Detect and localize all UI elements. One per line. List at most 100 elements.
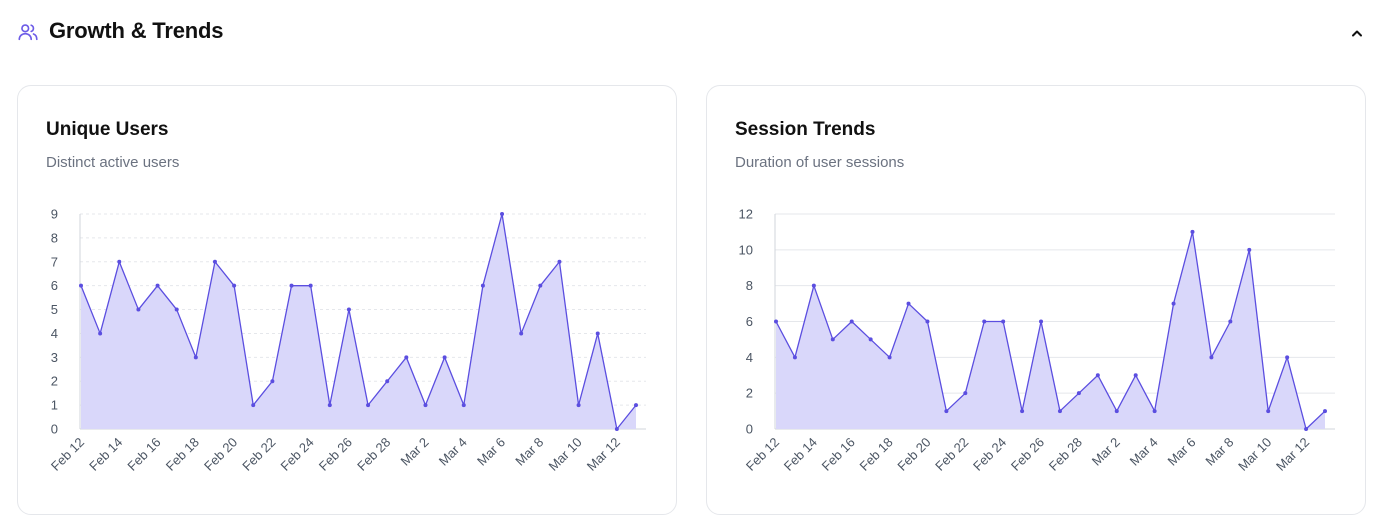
data-point[interactable] xyxy=(385,379,390,384)
card-title: Unique Users xyxy=(46,119,169,140)
data-point[interactable] xyxy=(1095,373,1100,378)
unique-users-chart: 0 1 2 3 4 5 6 7 8 9 Feb 12 Feb 14 Feb 16 Feb 18 Feb 20… xyxy=(48,207,646,474)
x-tick-label: Feb 18 xyxy=(163,435,202,474)
data-point[interactable] xyxy=(289,283,294,288)
data-point[interactable] xyxy=(1152,409,1157,414)
data-point[interactable] xyxy=(1228,319,1233,324)
data-point[interactable] xyxy=(1304,427,1309,431)
data-point[interactable] xyxy=(98,331,103,336)
data-point[interactable] xyxy=(480,283,485,288)
series-line xyxy=(775,231,1326,430)
data-point[interactable] xyxy=(1171,301,1176,306)
data-point[interactable] xyxy=(595,331,600,336)
data-point[interactable] xyxy=(906,301,911,306)
y-tick-label: 4 xyxy=(51,326,58,341)
data-point[interactable] xyxy=(327,403,332,408)
x-tick-label: Mar 8 xyxy=(1202,435,1236,469)
data-point[interactable] xyxy=(792,355,797,360)
y-tick-label: 2 xyxy=(51,374,58,389)
data-point[interactable] xyxy=(557,259,562,264)
unique-users-card: Unique Users Distinct active users 0 1 2 3 4… xyxy=(17,85,677,515)
data-point[interactable] xyxy=(346,307,351,312)
x-tick-label: Mar 4 xyxy=(1127,435,1161,469)
data-point[interactable] xyxy=(944,409,949,414)
data-point[interactable] xyxy=(1076,391,1081,396)
x-tick-label: Feb 12 xyxy=(743,435,782,474)
data-point[interactable] xyxy=(538,283,543,288)
session-trends-card: Session Trends Duration of user sessions… xyxy=(706,85,1366,515)
data-point[interactable] xyxy=(1190,229,1195,234)
data-point[interactable] xyxy=(251,403,256,408)
data-point[interactable] xyxy=(830,337,835,342)
card-subtitle: Duration of user sessions xyxy=(735,154,905,171)
x-tick-label: Mar 2 xyxy=(397,435,431,469)
data-point[interactable] xyxy=(868,337,873,342)
data-point[interactable] xyxy=(963,391,968,396)
data-point[interactable] xyxy=(212,259,217,264)
data-point[interactable] xyxy=(136,307,141,312)
data-point[interactable] xyxy=(270,379,275,384)
x-tick-label: Mar 10 xyxy=(545,435,584,474)
x-tick-label: Feb 20 xyxy=(894,435,933,474)
data-point[interactable] xyxy=(614,427,619,431)
data-point[interactable] xyxy=(925,319,930,324)
data-point[interactable] xyxy=(576,403,581,408)
data-point[interactable] xyxy=(79,283,83,288)
data-point[interactable] xyxy=(423,403,428,408)
chevron-up-icon[interactable] xyxy=(1345,22,1369,44)
section-header: Growth & Trends xyxy=(0,0,1379,66)
data-point[interactable] xyxy=(1209,355,1214,360)
data-point[interactable] xyxy=(519,331,524,336)
data-point[interactable] xyxy=(1114,409,1119,414)
data-point[interactable] xyxy=(1057,409,1062,414)
data-point[interactable] xyxy=(308,283,313,288)
data-point[interactable] xyxy=(849,319,854,324)
users-icon xyxy=(18,24,38,41)
area-fill xyxy=(776,231,1325,429)
data-point[interactable] xyxy=(117,259,122,264)
y-tick-label: 8 xyxy=(746,278,753,293)
x-tick-label: Feb 26 xyxy=(1008,435,1047,474)
x-tick-label: Mar 2 xyxy=(1089,435,1123,469)
series-line xyxy=(80,213,637,430)
x-tick-label: Feb 22 xyxy=(932,435,971,474)
x-tick-label: Feb 18 xyxy=(856,435,895,474)
x-tick-label: Feb 28 xyxy=(1046,435,1085,474)
data-point[interactable] xyxy=(193,355,198,360)
data-point[interactable] xyxy=(1266,409,1271,414)
data-point[interactable] xyxy=(982,319,987,324)
data-point[interactable] xyxy=(461,403,466,408)
y-tick-label: 2 xyxy=(746,386,753,401)
data-point[interactable] xyxy=(1323,409,1327,414)
data-point[interactable] xyxy=(1285,355,1290,360)
data-point[interactable] xyxy=(442,355,447,360)
x-tick-label: Feb 16 xyxy=(819,435,858,474)
data-point[interactable] xyxy=(774,319,778,324)
y-tick-label: 0 xyxy=(51,422,58,437)
x-tick-label: Feb 12 xyxy=(48,435,87,474)
data-point[interactable] xyxy=(1133,373,1138,378)
data-point[interactable] xyxy=(1247,247,1252,252)
card-subtitle: Distinct active users xyxy=(46,154,180,171)
data-point[interactable] xyxy=(232,283,237,288)
data-point[interactable] xyxy=(174,307,179,312)
data-point[interactable] xyxy=(887,355,892,360)
data-point[interactable] xyxy=(404,355,409,360)
data-point[interactable] xyxy=(155,283,160,288)
x-tick-label: Feb 24 xyxy=(278,435,317,474)
y-tick-label: 1 xyxy=(51,398,58,413)
x-tick-label: Mar 12 xyxy=(584,435,623,474)
x-tick-label: Mar 12 xyxy=(1273,435,1312,474)
data-point[interactable] xyxy=(1020,409,1025,414)
x-tick-label: Feb 24 xyxy=(970,435,1009,474)
data-point[interactable] xyxy=(1001,319,1006,324)
x-tick-label: Mar 6 xyxy=(1164,435,1198,469)
data-point[interactable] xyxy=(500,212,505,216)
x-tick-label: Mar 6 xyxy=(474,435,508,469)
y-tick-label: 3 xyxy=(51,350,58,365)
data-point[interactable] xyxy=(634,403,638,408)
data-point[interactable] xyxy=(811,283,816,288)
data-point[interactable] xyxy=(366,403,371,408)
y-tick-label: 5 xyxy=(51,302,58,317)
data-point[interactable] xyxy=(1039,319,1044,324)
